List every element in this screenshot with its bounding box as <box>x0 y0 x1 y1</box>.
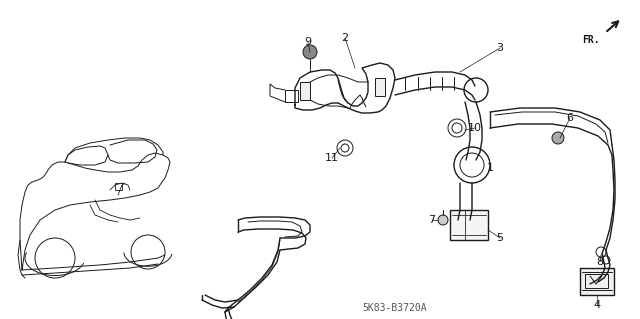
Text: 10: 10 <box>468 123 482 133</box>
Text: FR.: FR. <box>582 35 600 45</box>
Circle shape <box>552 132 564 144</box>
Text: 8: 8 <box>596 257 604 267</box>
Text: 9: 9 <box>305 37 312 47</box>
Text: 5K83-B3720A: 5K83-B3720A <box>363 303 428 313</box>
Text: 5: 5 <box>497 233 504 243</box>
Polygon shape <box>580 268 614 295</box>
Circle shape <box>303 45 317 59</box>
Circle shape <box>438 215 448 225</box>
Text: 3: 3 <box>497 43 504 53</box>
Text: 1: 1 <box>486 163 493 173</box>
Text: 4: 4 <box>593 300 600 310</box>
Text: 7: 7 <box>428 215 436 225</box>
Text: 6: 6 <box>566 113 573 123</box>
Text: 11: 11 <box>325 153 339 163</box>
Polygon shape <box>300 82 310 100</box>
Text: 2: 2 <box>341 33 349 43</box>
Polygon shape <box>450 210 488 240</box>
Polygon shape <box>375 78 385 96</box>
